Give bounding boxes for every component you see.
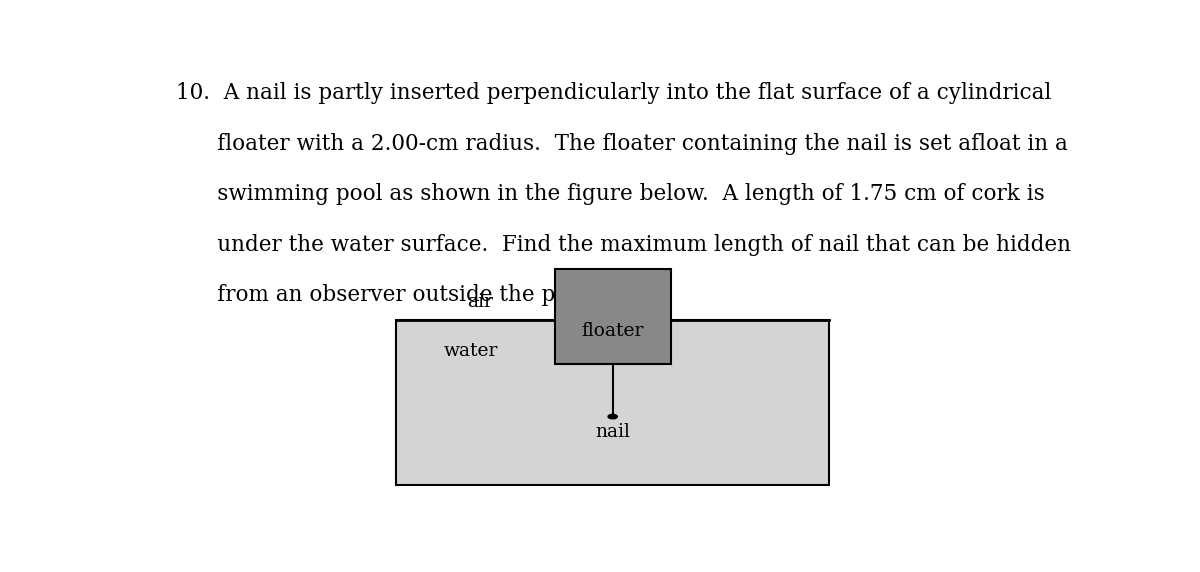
Text: nail: nail [595,423,630,441]
Text: air: air [467,293,493,311]
Text: from an observer outside the pool?: from an observer outside the pool? [176,284,600,307]
Text: swimming pool as shown in the figure below.  A length of 1.75 cm of cork is: swimming pool as shown in the figure bel… [176,183,1045,205]
Text: under the water surface.  Find the maximum length of nail that can be hidden: under the water surface. Find the maximu… [176,234,1072,256]
Text: floater: floater [582,321,644,340]
Bar [554,269,671,364]
Text: water: water [444,341,498,360]
Bar [396,320,829,485]
Text: 10.  A nail is partly inserted perpendicularly into the flat surface of a cylind: 10. A nail is partly inserted perpendicu… [176,82,1051,104]
Text: floater with a 2.00-cm radius.  The floater containing the nail is set afloat in: floater with a 2.00-cm radius. The float… [176,133,1068,154]
Circle shape [608,414,617,419]
